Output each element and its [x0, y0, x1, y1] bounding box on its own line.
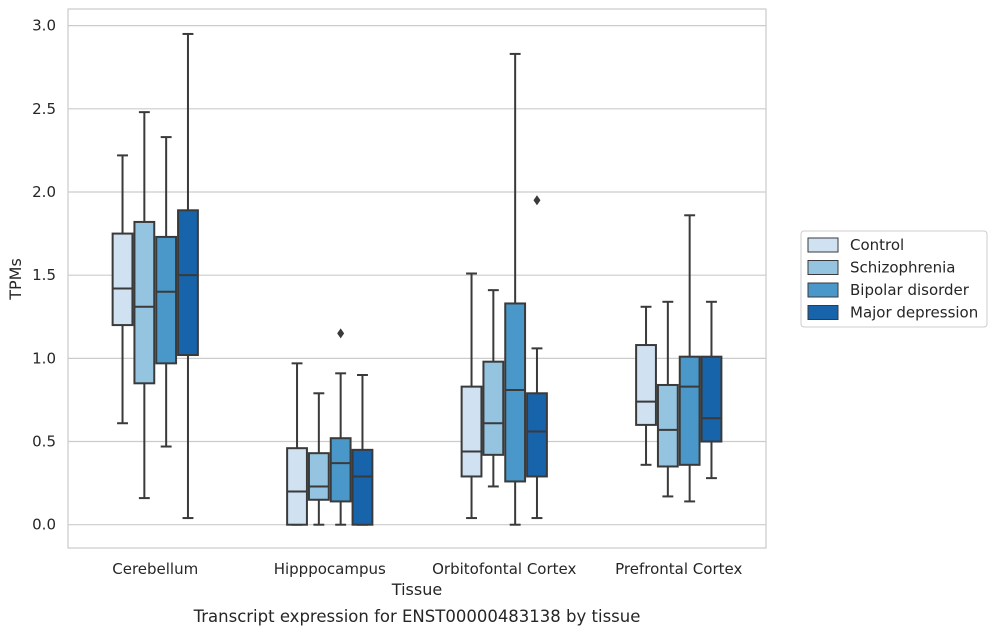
box-iqr [177, 209, 199, 357]
legend-label: Control [850, 236, 904, 254]
y-tick-label: 0.0 [32, 516, 56, 534]
box-iqr [307, 452, 330, 501]
legend-label: Schizophrenia [850, 259, 955, 277]
legend-frame [800, 230, 988, 328]
legend-label: Major depression [850, 304, 978, 322]
box-iqr [482, 360, 505, 456]
y-axis-label: TPMs [6, 258, 25, 301]
box-3-1 [351, 373, 374, 526]
y-tick-label: 2.0 [32, 183, 56, 201]
box-0-2 [460, 272, 483, 520]
outlier-point [337, 328, 345, 339]
x-tick-label: Prefrontal Cortex [615, 560, 742, 578]
x-tick-label: Cerebellum [112, 560, 198, 578]
box-0-0 [111, 154, 134, 425]
box-2-0 [155, 136, 178, 448]
box-iqr [155, 235, 178, 365]
chart-caption: Transcript expression for ENST0000048313… [193, 607, 641, 626]
box-1-2 [482, 289, 505, 488]
x-tick-label: Hipppocampus [274, 560, 386, 578]
box-1-3 [656, 300, 679, 498]
legend: Control Schizophrenia Bipolar disorder Majo… [800, 230, 988, 328]
box-iqr [700, 355, 723, 443]
x-tick-label: Orbitofontal Cortex [432, 560, 576, 578]
x-axis-label: Tissue [391, 580, 442, 599]
y-tick-label: 1.5 [32, 266, 56, 284]
legend-swatch [807, 260, 839, 275]
y-tick-labels: 0.0 0.5 1.0 1.5 2.0 2.5 3.0 [32, 17, 56, 534]
box-iqr [111, 232, 134, 327]
box-3-2 [526, 195, 548, 520]
box-1-0 [133, 111, 156, 500]
x-tick-labels: Cerebellum Hipppocampus Orbitofontal Corte… [112, 560, 742, 578]
box-iqr [656, 383, 679, 468]
box-0-1 [286, 362, 308, 526]
box-2-3 [678, 214, 701, 503]
box-iqr [526, 392, 548, 478]
box-3-3 [700, 300, 723, 480]
box-iqr [678, 355, 701, 466]
box-2-2 [504, 52, 527, 526]
box-iqr [635, 344, 657, 426]
box-iqr [286, 447, 308, 526]
box-iqr [351, 448, 374, 526]
box-3-0 [177, 32, 199, 520]
box-iqr [329, 437, 352, 503]
y-tick-label: 2.5 [32, 100, 56, 118]
outlier-point [533, 195, 541, 206]
plot-area-frame [67, 8, 767, 549]
y-tick-label: 1.0 [32, 349, 56, 367]
legend-swatch [807, 282, 839, 298]
box-series [111, 32, 723, 526]
y-tick-label: 0.5 [32, 433, 56, 451]
box-2-1 [329, 328, 352, 526]
legend-swatch [807, 305, 839, 320]
legend-swatch [807, 237, 839, 253]
y-tick-label: 3.0 [32, 17, 56, 35]
box-iqr [460, 385, 483, 478]
box-1-1 [307, 392, 330, 526]
legend-label: Bipolar disorder [850, 281, 970, 299]
box-iqr [504, 302, 527, 483]
box-iqr [133, 220, 156, 385]
box-0-3 [635, 305, 657, 466]
